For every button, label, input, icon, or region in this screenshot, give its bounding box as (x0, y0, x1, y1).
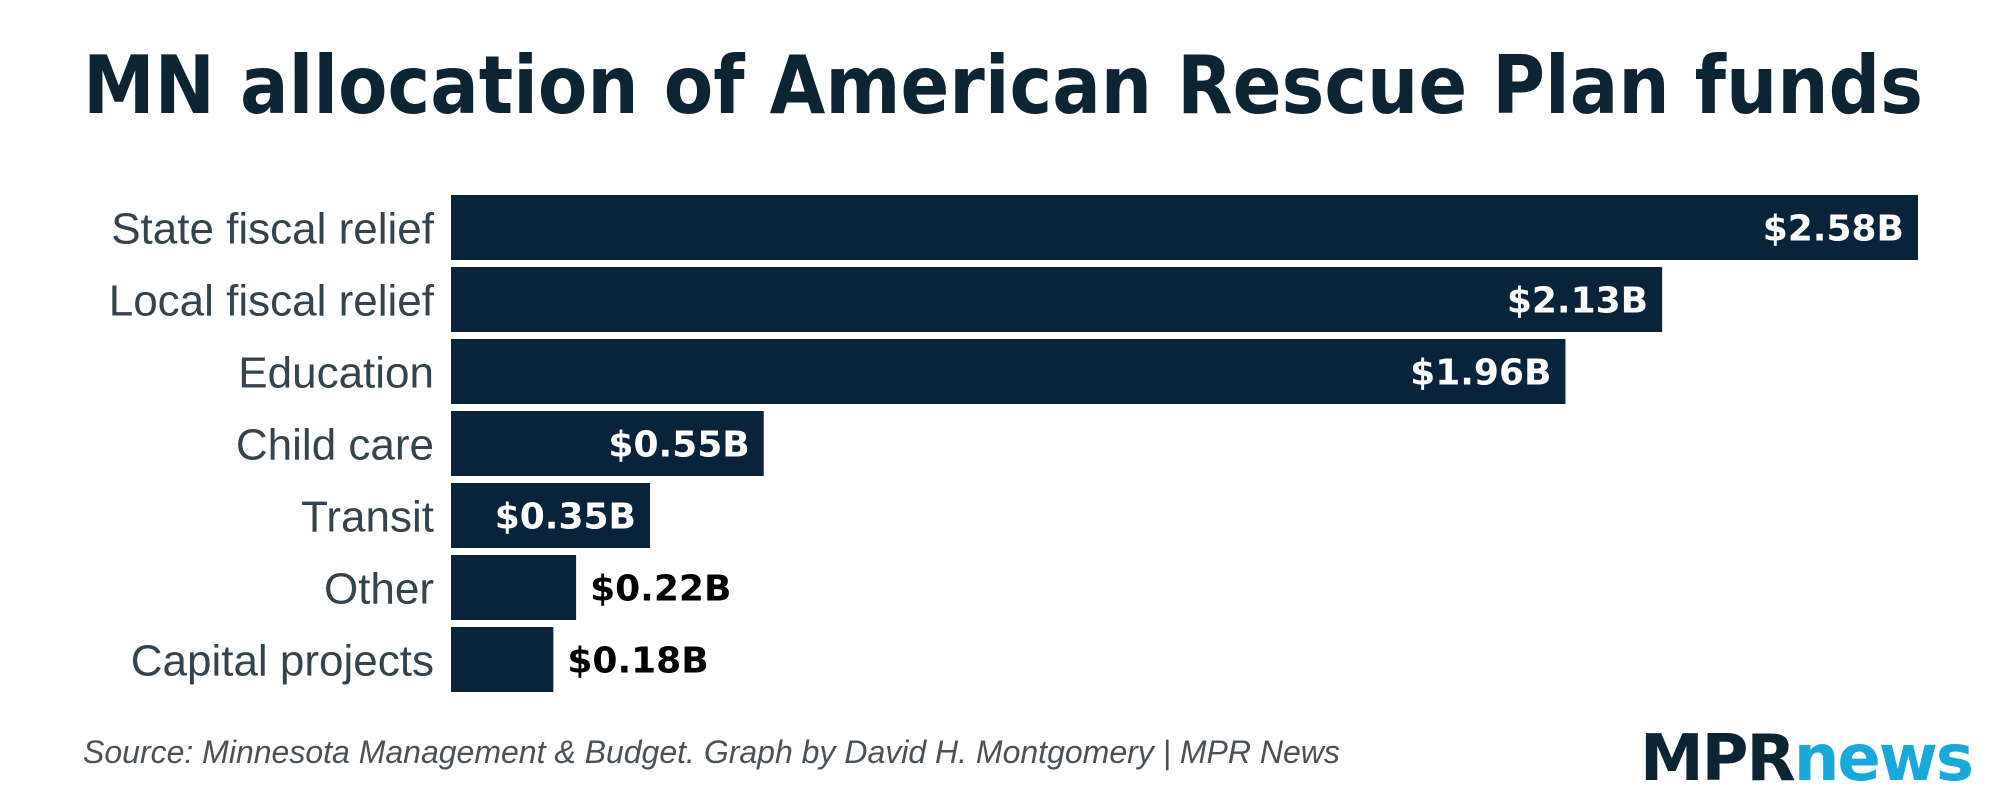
bar-value-label: $0.35B (495, 496, 636, 537)
category-label: Local fiscal relief (109, 276, 435, 325)
category-label: State fiscal relief (111, 204, 435, 253)
bar-value-label: $2.58B (1763, 208, 1904, 249)
source-note: Source: Minnesota Management & Budget. G… (83, 734, 1340, 770)
logo-news: news (1794, 722, 1972, 796)
bar-value-label: $0.22B (590, 568, 731, 609)
category-label: Other (324, 564, 434, 613)
bar-value-label: $2.13B (1507, 280, 1648, 321)
category-label: Child care (236, 420, 434, 469)
bar-value-label: $1.96B (1410, 352, 1551, 393)
bar (451, 339, 1566, 404)
bar-value-label: $0.18B (567, 640, 708, 681)
bar-value-label: $0.55B (608, 424, 749, 465)
bar (451, 195, 1918, 260)
bar (451, 555, 577, 620)
mpr-news-logo: MPRnews (1640, 722, 1974, 796)
bar (451, 627, 554, 692)
bars-group: State fiscal relief $2.58B Local fiscal re… (109, 195, 1918, 692)
category-label: Capital projects (131, 636, 434, 685)
logo-mpr: MPR (1640, 722, 1795, 796)
bar (451, 411, 764, 476)
category-label: Education (238, 348, 434, 397)
bar (451, 483, 651, 548)
svg-text:MPRnews: MPRnews (1640, 722, 1972, 796)
chart-title: MN allocation of American Rescue Plan fu… (83, 39, 1923, 132)
category-label: Transit (301, 492, 434, 541)
bar (451, 267, 1663, 332)
